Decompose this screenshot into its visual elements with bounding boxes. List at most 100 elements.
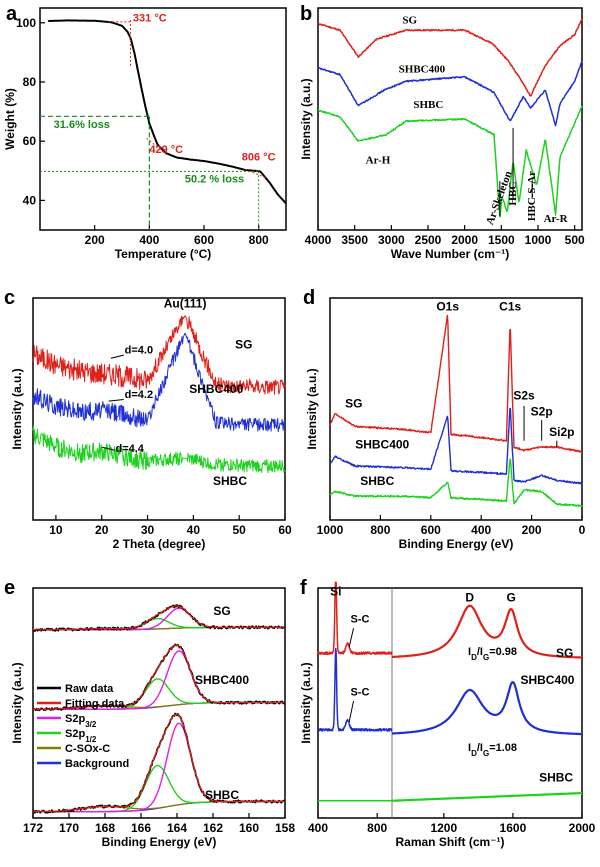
plot-frame-c [32,297,286,521]
xrd-series-SHBC400 [32,332,286,432]
peak-label-o1s: O1s [436,300,459,314]
ftir-series-SHBC [317,105,583,218]
plot-frame-d [329,297,583,521]
band-label-g: G [507,590,516,604]
plot-frame-f [317,587,583,819]
x-tick-label-a: 600 [194,233,214,247]
ratio-part: /I [477,646,483,658]
legend-label-2: S2p3/2 [65,713,97,729]
x-tick-label-f: 1200 [430,821,457,835]
panel-label-e: e [4,577,15,599]
plot-frame-e [32,587,286,819]
x-tick-label-b: 3500 [341,233,368,247]
panel-label-f: f [300,577,307,599]
x-axis-label-b: Wave Number (cm⁻¹) [391,247,510,261]
raman-low-SG [317,581,393,656]
x-tick-label-d: 1000 [317,523,344,537]
series-label-SHBC: SHBC [413,99,443,111]
peak-label-au: Au(111) [164,297,207,311]
d-label-1: d=4.0 [125,345,153,357]
plot-frame-b [317,7,583,231]
fit-SG [33,605,285,631]
x-tick-label-f: 400 [308,821,328,835]
ratio-part: G [483,748,489,757]
y-axis-label-c: Intensity (a.u.) [10,368,24,449]
x-tick-label-f: 800 [367,821,387,835]
x-tick-label-e: 170 [59,821,79,835]
x-tick-label-a: 200 [85,233,105,247]
peak-label-s2s: S2s [513,388,535,402]
x-tick-label-d: 600 [421,523,441,537]
d-label-2: d=4.2 [125,389,153,401]
series-label-SG: SG [345,396,362,410]
band-label-d: D [465,590,474,604]
legend-label-3: S2p1/2 [65,728,97,744]
x-tick-label-e: 158 [275,821,295,835]
x-tick-label-d: 0 [579,523,586,537]
x-tick-label-f: 1600 [500,821,527,835]
x-tick-label-e: 168 [95,821,115,835]
raman-high-SHBC400 [391,680,583,736]
x-tick-label-b: 4000 [305,233,332,247]
x-tick-label-d: 400 [471,523,491,537]
xps-series-SG [329,314,583,454]
legend-label-0: Raw data [65,683,114,695]
y-axis-label-b: Intensity (a.u.) [299,78,313,159]
series-label-SHBC400: SHBC400 [520,673,574,687]
y-axis-label-e: Intensity (a.u.) [10,662,24,743]
x-tick-label-b: 2500 [415,233,442,247]
x-tick-label-c: 10 [49,523,63,537]
raman-low-SHBC400 [317,647,393,732]
d-arrow-3 [101,446,115,451]
panel-label-a: a [6,3,18,25]
ratio-part: I [468,742,471,754]
series-label-SHBC: SHBC [360,474,394,488]
x-tick-label-a: 800 [249,233,269,247]
x-axis-label-c: 2 Theta (degree) [113,537,206,551]
ratio-part: /I [477,742,483,754]
ratio-part: I [468,646,471,658]
legend-subscript: 1/2 [85,735,97,744]
legend-label-1: Fitting data [65,698,125,710]
plot-frame-a [39,7,287,231]
legend-label-4: C-SOx-C [65,743,110,755]
x-tick-label-e: 162 [203,821,223,835]
peak-label-si2p: Si2p [549,425,574,439]
x-tick-label-e: 166 [131,821,151,835]
peak-label-sc2: S-C [351,686,370,698]
series-label-SHBC400: SHBC400 [189,382,243,396]
x-tick-label-b: 2000 [451,233,478,247]
loss-label-2: 50.2 % loss [185,174,244,186]
xps-series-SHBC [329,458,583,507]
ftir-series-SHBC400 [317,60,583,127]
panel-label-d: d [303,287,315,309]
x-tick-label-a: 400 [139,233,159,247]
panel-label-c: c [4,287,15,309]
series-label-SHBC: SHBC [539,771,573,785]
y-tick-label-a: 80 [23,75,37,89]
peak-label-si: Si [330,585,341,599]
y-axis-label-f: Intensity (a.u.) [299,662,313,743]
loss-label-1: 31.6% loss [54,119,110,131]
d-arrow-1 [110,354,124,359]
y-axis-label-d: Intensity (a.u.) [305,368,319,449]
band-label-ArH: Ar-H [366,154,391,166]
x-tick-label-b: 1500 [488,233,515,247]
ftir-series-SG [317,18,583,97]
temp-label-806: 806 °C [242,151,276,163]
x-tick-label-f: 2000 [569,821,596,835]
temp-label-429: 429 °C [149,144,183,156]
ratio-label-sg: ID/IG=0.98 [468,646,517,662]
y-tick-label-a: 100 [16,16,36,30]
band-label-hbc: HBC [507,182,519,206]
peak-label-s2p: S2p [531,404,553,418]
x-tick-label-d: 200 [522,523,542,537]
x-tick-label-c: 60 [278,523,292,537]
tga-curve [48,19,287,205]
y-axis-label-a: Weight (%) [3,88,17,150]
series-label-SHBC400: SHBC400 [399,63,446,75]
y-tick-label-a: 40 [23,193,37,207]
x-tick-label-c: 50 [233,523,247,537]
sample-label-SHBC: SHBC [205,788,239,802]
